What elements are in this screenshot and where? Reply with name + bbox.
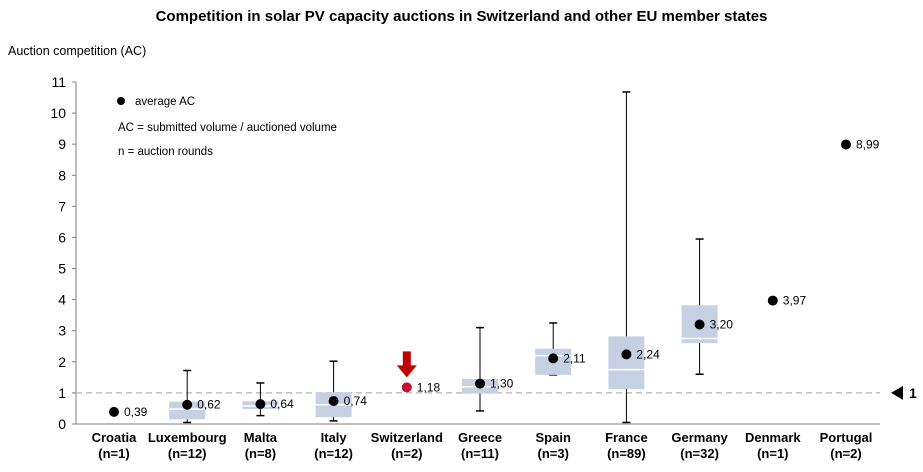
avg-point-france [621,349,632,360]
y-axis-label: Auction competition (AC) [8,44,146,58]
y-tick-label: 2 [58,354,66,370]
data-labels: 0,39 0,62 0,64 0,74 1,18 1,30 2,11 2,24 3,20 3,97… [124,137,880,418]
category-label-switzerland: Switzerland [371,430,443,445]
legend: average AC AC = submitted volume / auctio… [117,96,337,158]
avg-point-greece [475,378,485,389]
box-france [608,336,645,390]
data-label-denmark: 3,97 [783,294,807,308]
category-label-spain: Spain [535,430,570,445]
category-label-denmark: Denmark [745,430,801,445]
data-label-croatia: 0,39 [124,405,148,419]
y-tick-label: 9 [58,136,66,152]
y-tick-label: 0 [58,416,66,432]
data-label-switzerland: 1,18 [417,380,441,394]
category-n-france: (n=89) [607,446,646,461]
y-tick-label: 8 [58,167,66,183]
avg-point-denmark [767,295,778,306]
category-label-germany: Germany [671,430,728,445]
chart-title: Competition in solar PV capacity auction… [155,8,768,25]
average-points [109,139,851,417]
category-label-france: France [605,430,648,445]
category-n-greece: (n=11) [461,446,499,461]
y-tick-label: 10 [50,105,66,121]
reference-line-label: 1 [909,385,917,401]
avg-point-malta [255,399,266,410]
y-tick-label: 7 [58,198,66,214]
category-n-malta: (n=8) [245,446,276,461]
data-label-germany: 3,20 [710,318,734,332]
category-n-germany: (n=32) [680,446,719,461]
category-n-portugal: (n=2) [830,446,861,461]
y-tick-label: 11 [51,74,66,90]
category-n-switzerland: (n=2) [391,446,422,461]
data-label-spain: 2,11 [563,351,586,365]
data-label-italy: 0,74 [344,394,368,408]
y-tick-label: 1 [58,385,66,401]
data-label-malta: 0,64 [270,397,294,411]
legend-note: AC = submitted volume / auctioned volume [118,122,337,134]
category-label-portugal: Portugal [820,430,873,445]
data-label-greece: 1,30 [490,377,514,391]
avg-point-switzerland [401,382,412,393]
y-tick-label: 4 [58,292,66,308]
category-label-greece: Greece [458,430,502,445]
category-label-luxembourg: Luxembourg [148,430,227,445]
highlight-arrow-icon [396,351,417,378]
axes: 0 1 2 3 4 5 6 7 8 9 10 11 [50,74,880,432]
avg-point-spain [548,353,559,364]
y-tick-label: 5 [58,261,66,277]
category-n-luxembourg: (n=12) [168,446,207,461]
data-label-luxembourg: 0,62 [197,398,221,412]
category-n-croatia: (n=1) [98,446,129,461]
y-tick-label: 3 [58,323,66,339]
category-label-italy: Italy [321,430,348,445]
avg-point-italy [328,395,339,406]
category-label-malta: Malta [244,430,278,445]
category-labels: Croatia(n=1)Luxembourg(n=12)Malta(n=8)It… [92,430,873,461]
data-label-portugal: 8,99 [856,137,880,151]
category-n-spain: (n=3) [537,446,568,461]
avg-point-germany [694,319,705,330]
avg-point-croatia [109,406,119,417]
reference-arrow-icon [891,385,903,400]
legend-note: n = auction rounds [118,146,213,158]
avg-point-luxembourg [182,399,193,410]
box-luxembourg [169,401,206,420]
legend-marker [117,97,125,105]
category-n-denmark: (n=1) [757,446,788,461]
avg-point-portugal [841,139,851,150]
data-label-france: 2,24 [636,347,660,361]
y-tick-label: 6 [58,229,66,245]
category-n-italy: (n=12) [314,446,353,461]
category-label-croatia: Croatia [92,430,138,445]
boxes [169,91,718,424]
legend-marker-label: average AC [135,96,195,108]
